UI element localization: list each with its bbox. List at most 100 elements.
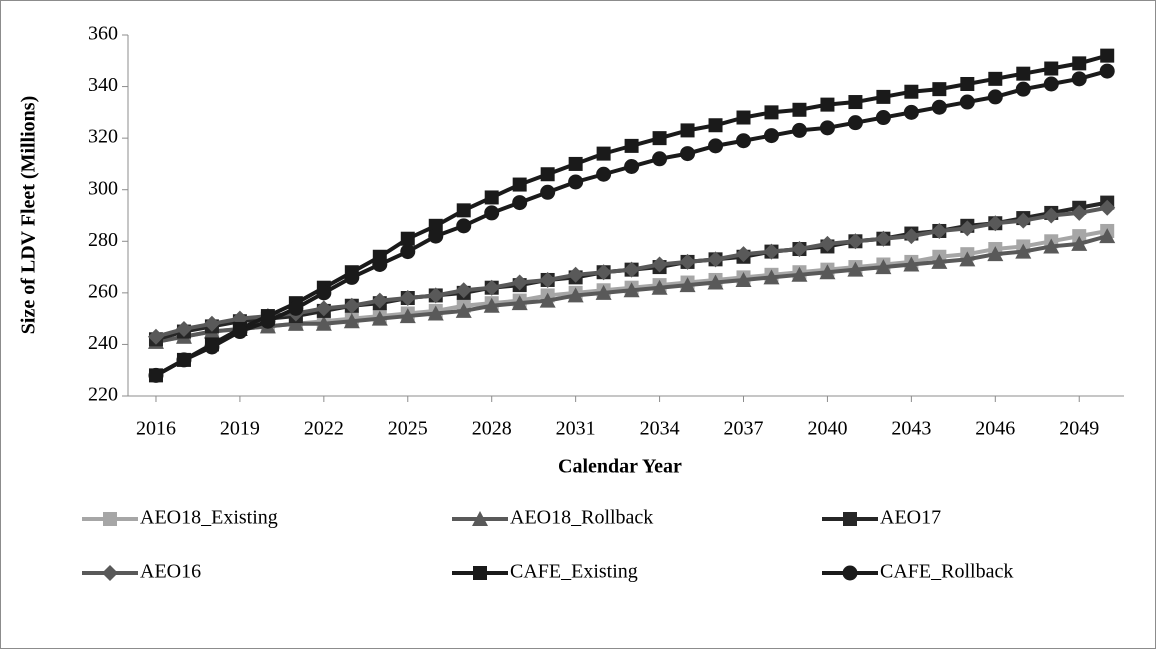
marker [147,328,164,345]
marker [456,218,472,234]
legend-marker [473,566,487,580]
legend-label: CAFE_Rollback [880,561,1013,583]
marker [512,177,527,192]
marker [679,277,696,293]
marker [1015,212,1032,229]
marker [427,287,444,304]
x-tick-label: 2046 [975,418,1015,440]
marker [763,243,780,260]
marker [959,251,976,267]
marker [931,253,948,269]
marker [903,256,920,272]
marker [791,266,808,282]
marker [512,195,528,211]
legend-marker [102,565,118,581]
marker [428,228,444,244]
legend-item: CAFE_Existing [452,561,638,583]
marker [931,222,948,239]
marker [707,274,724,290]
marker [484,190,499,205]
legend-label: AEO18_Existing [140,507,278,529]
marker [764,105,779,120]
marker [847,233,864,250]
legend-item: AEO18_Rollback [452,507,653,529]
marker [652,151,668,167]
marker [931,99,947,115]
marker [567,266,584,283]
marker [819,264,836,280]
marker [707,251,724,268]
marker [568,156,583,171]
y-tick-label: 300 [88,177,118,199]
x-tick-label: 2025 [388,418,428,440]
y-tick-label: 240 [88,332,118,354]
y-tick-label: 220 [88,384,118,406]
marker [1043,207,1060,224]
marker [315,315,332,331]
marker [1015,81,1031,97]
marker [455,282,472,299]
legend-label: CAFE_Existing [510,561,638,583]
marker [651,256,668,273]
y-tick-label: 280 [88,229,118,251]
series [147,199,1116,345]
marker [484,205,500,221]
marker [1071,235,1088,251]
y-axis-title: Size of LDV Fleet (Millions) [18,96,40,334]
marker [372,256,388,272]
marker [987,246,1004,262]
marker [456,203,471,218]
marker [1016,66,1031,81]
marker [567,287,584,303]
x-tick-label: 2043 [891,418,931,440]
marker [847,115,863,131]
legend-label: AEO18_Rollback [510,507,653,529]
marker [596,166,612,182]
marker [400,231,415,246]
marker [203,315,220,332]
marker [483,279,500,296]
marker [651,279,668,295]
marker [903,104,919,120]
x-tick-label: 2019 [220,418,260,440]
marker [315,300,332,317]
marker [792,102,807,117]
marker [1099,63,1115,79]
marker [819,235,836,252]
legend-item: CAFE_Rollback [822,561,1013,583]
marker [820,97,835,112]
marker [428,218,443,233]
marker [455,302,472,318]
marker [959,94,975,110]
marker [1071,71,1087,87]
marker [848,95,863,110]
marker [875,110,891,126]
legend-label: AEO16 [140,561,201,583]
marker [679,253,696,270]
marker [708,138,724,154]
legend-item: AEO17 [822,507,941,529]
marker [791,122,807,138]
legend-marker [472,511,488,526]
x-axis-title: Calendar Year [558,456,682,478]
marker [260,313,276,329]
marker [960,76,975,91]
legend-marker [843,512,857,526]
marker [344,269,360,285]
marker [903,228,920,245]
marker [987,215,1004,232]
marker [876,89,891,104]
marker [932,82,947,97]
marker [875,230,892,247]
marker [148,367,164,383]
marker [595,284,612,300]
marker [1099,199,1116,216]
y-tick-label: 340 [88,74,118,96]
marker [959,220,976,237]
marker [175,320,192,337]
marker [176,352,192,368]
marker [539,292,556,308]
marker [763,269,780,285]
marker [343,297,360,314]
